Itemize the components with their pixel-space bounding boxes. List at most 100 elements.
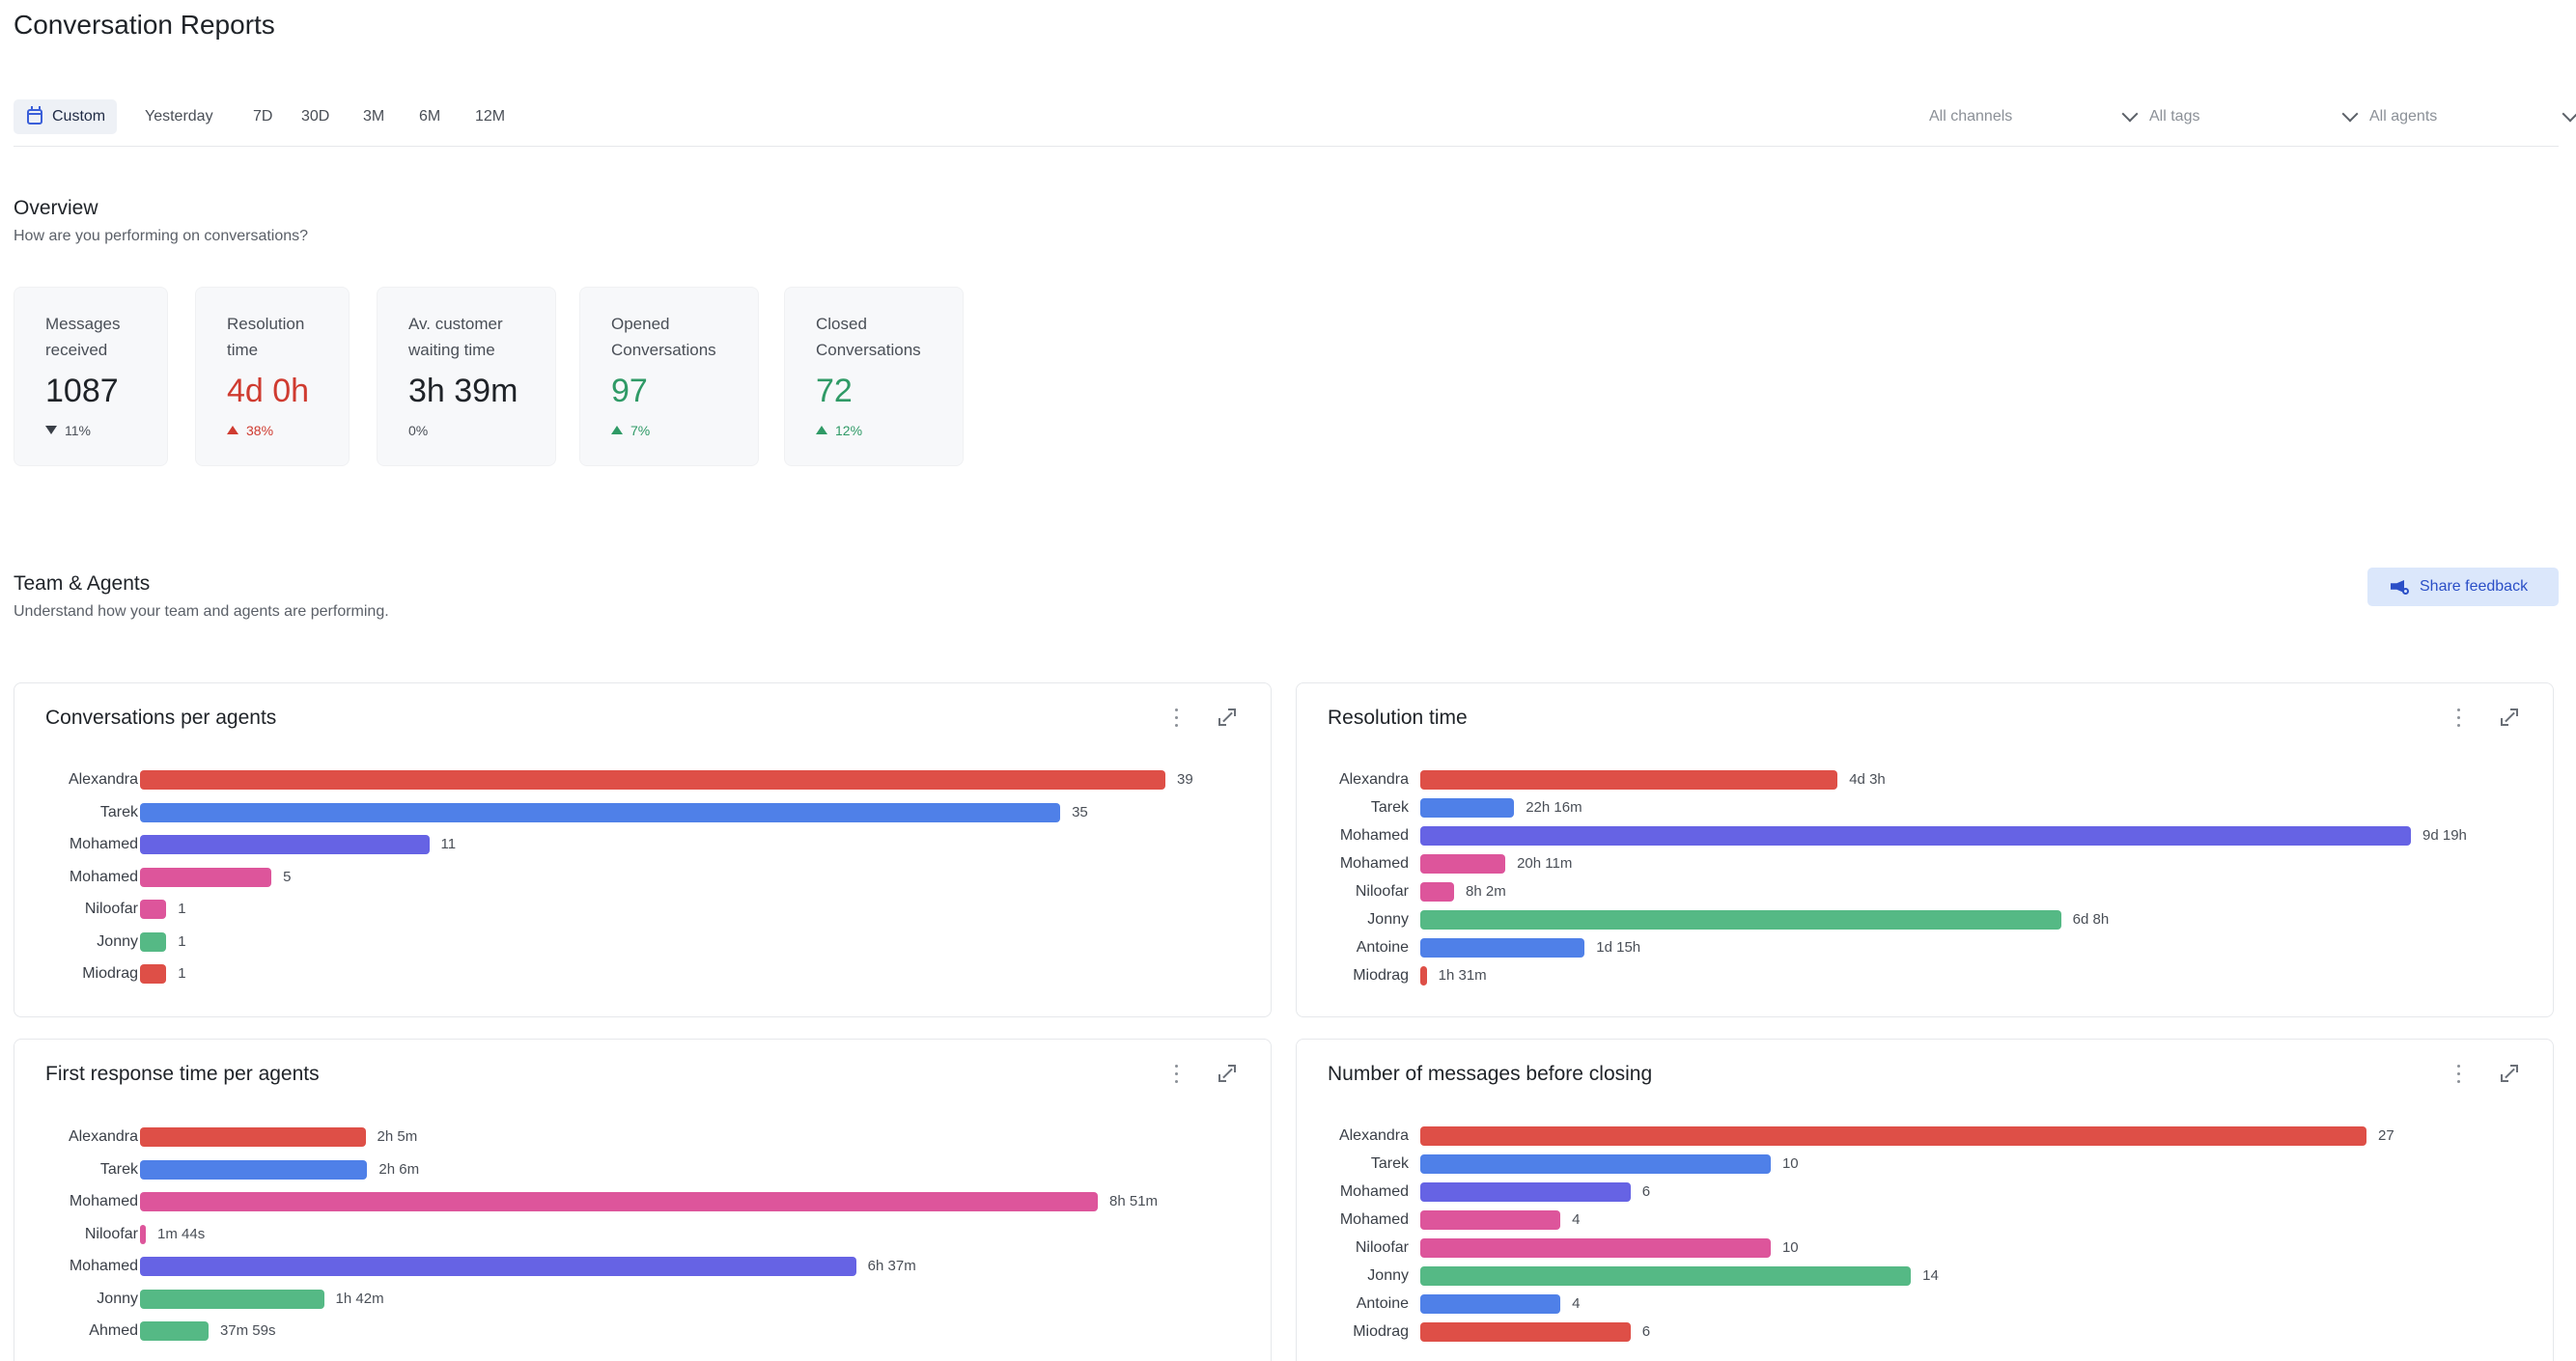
bar[interactable] (1420, 1238, 1771, 1258)
bar-value-label: 27 (2378, 1127, 2394, 1144)
expand-icon[interactable] (2500, 1064, 2519, 1083)
expand-icon[interactable] (1218, 708, 1237, 727)
range-6m-button[interactable]: 6M (419, 108, 441, 125)
kpi-label: Opened Conversations (611, 315, 716, 359)
bar-label: Jonny (97, 932, 138, 950)
megaphone-icon (2391, 580, 2404, 593)
bar-label: Mohamed (1339, 1183, 1409, 1200)
bar-label: Antoine (1356, 1295, 1409, 1312)
bar[interactable] (140, 867, 272, 887)
bar[interactable] (140, 1257, 856, 1276)
bar-value-label: 11 (440, 836, 457, 852)
bar-label: Jonny (1367, 1267, 1409, 1284)
kpi-value: 3h 39m (408, 373, 518, 409)
bar[interactable] (140, 1289, 324, 1309)
bar-label: Jonny (97, 1290, 138, 1307)
range-30d-button[interactable]: 30D (301, 108, 330, 125)
chart-card-messages-before-closing: Number of messages before closing Alexan… (1296, 1039, 2554, 1361)
range-12m-button[interactable]: 12M (475, 108, 506, 125)
bar[interactable] (140, 1224, 146, 1244)
range-yesterday-button[interactable]: Yesterday (145, 108, 213, 125)
kpi-delta: 12% (816, 423, 862, 438)
bar-label: Mohamed (69, 1258, 138, 1274)
agents-filter-dropdown[interactable]: All agents (2369, 99, 2576, 134)
bar-value-label: 8h 2m (1466, 883, 1506, 900)
bar-value-label: 37m 59s (219, 1322, 276, 1339)
bar-value-label: 35 (1072, 803, 1088, 820)
bar-value-label: 4 (1572, 1295, 1581, 1312)
bar-value-label: 4 (1572, 1211, 1581, 1228)
kpi-label: Messages received (45, 315, 121, 359)
bar-label: Miodrag (1353, 1323, 1409, 1340)
bar[interactable] (1420, 798, 1515, 818)
bar[interactable] (140, 802, 1061, 822)
tags-filter-dropdown[interactable]: All tags (2149, 99, 2364, 134)
bar-label: Mohamed (1339, 1211, 1409, 1228)
bar[interactable] (140, 931, 167, 952)
more-options-icon[interactable] (2457, 1065, 2461, 1084)
range-custom-button[interactable]: Custom (14, 99, 118, 134)
more-options-icon[interactable] (2457, 708, 2461, 728)
bar-value-label: 39 (1177, 771, 1193, 788)
bar-label: Alexandra (1338, 771, 1409, 788)
bar-value-label: 2h 6m (378, 1160, 420, 1178)
bar[interactable] (1420, 826, 2411, 846)
bar[interactable] (140, 770, 1165, 790)
chevron-down-icon (2341, 105, 2359, 123)
bar[interactable] (140, 835, 430, 854)
bar-value-label: 14 (1922, 1267, 1939, 1284)
bar[interactable] (1420, 1322, 1631, 1342)
bar-label: Jonny (1367, 911, 1409, 928)
kpi-card-resolution-time: Resolution time 4d 0h 38% (195, 287, 350, 466)
more-options-icon[interactable] (1175, 708, 1179, 728)
bar[interactable] (1420, 1154, 1771, 1174)
bar-label: Alexandra (68, 771, 138, 788)
bar[interactable] (1420, 910, 2061, 930)
bar[interactable] (140, 1159, 368, 1180)
bar-label: Niloofar (84, 1225, 138, 1242)
bar-label: Mohamed (69, 868, 138, 885)
bar-value-label: 1m 44s (157, 1225, 206, 1242)
bar[interactable] (1420, 1294, 1561, 1314)
bar-value-label: 10 (1781, 1155, 1799, 1172)
bar[interactable] (140, 1192, 1098, 1211)
expand-icon[interactable] (1218, 1064, 1237, 1083)
chart-title: Resolution time (1328, 707, 1468, 729)
bar[interactable] (1420, 770, 1838, 790)
range-7d-button[interactable]: 7D (253, 108, 273, 125)
bar[interactable] (1420, 1182, 1631, 1202)
bar-label: Niloofar (1355, 1239, 1409, 1256)
bar[interactable] (140, 964, 167, 984)
kpi-delta: 0% (408, 423, 429, 438)
expand-icon[interactable] (2500, 708, 2519, 727)
bar[interactable] (1420, 1266, 1912, 1286)
bar[interactable] (1420, 882, 1455, 902)
bar[interactable] (140, 1127, 366, 1147)
bar[interactable] (1420, 854, 1506, 874)
bar-value-label: 1h 31m (1438, 967, 1487, 984)
triangle-down-icon (45, 426, 57, 434)
bar[interactable] (140, 900, 167, 919)
channels-filter-dropdown[interactable]: All channels (1929, 99, 2143, 134)
range-custom-label: Custom (52, 108, 106, 125)
bar-value-label: 1 (178, 932, 186, 950)
more-options-icon[interactable] (1175, 1065, 1179, 1084)
bar[interactable] (140, 1321, 209, 1341)
share-feedback-label: Share feedback (2420, 578, 2529, 595)
chevron-down-icon (2562, 105, 2576, 123)
bar-label: Alexandra (68, 1128, 138, 1145)
bar[interactable] (1420, 966, 1427, 986)
bar[interactable] (1420, 938, 1585, 958)
chart-card-first-response-time: First response time per agents Alexandra… (14, 1039, 1272, 1361)
bar-label: Tarek (1370, 1155, 1409, 1172)
chart-card-resolution-time: Resolution time Alexandra 4d 3h Tarek 22h 1… (1296, 682, 2554, 1017)
kpi-label: Closed Conversations (816, 315, 921, 359)
bar-value-label: 6h 37m (867, 1258, 916, 1274)
bar-value-label: 6 (1641, 1323, 1651, 1340)
share-feedback-button[interactable]: Share feedback (2367, 568, 2559, 606)
bar[interactable] (1420, 1210, 1561, 1230)
range-3m-button[interactable]: 3M (363, 108, 385, 125)
bar-value-label: 4d 3h (1849, 771, 1886, 788)
bar[interactable] (1420, 1126, 2366, 1146)
bar-label: Mohamed (1339, 855, 1409, 872)
